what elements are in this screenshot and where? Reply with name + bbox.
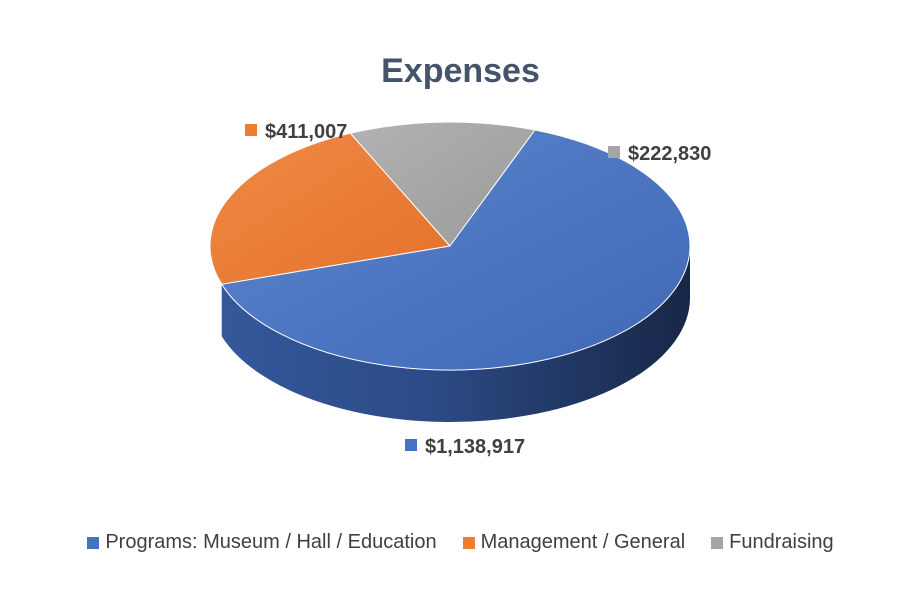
legend-swatch (462, 536, 475, 549)
pie-slice-programs (220, 129, 691, 371)
legend-item-management: Management / General (462, 531, 686, 554)
data-label-management: $411,007 (245, 121, 347, 143)
legend-swatch (87, 536, 100, 549)
data-label-swatch (245, 124, 257, 136)
legend-item-programs: Programs: Museum / Hall / Education (87, 531, 437, 554)
data-label-text: $222,830 (628, 143, 711, 165)
data-label-fundraising: $222,830 (608, 143, 711, 165)
data-label-programs: $1,138,917 (405, 436, 525, 458)
data-label-text: $411,007 (265, 121, 347, 143)
chart-title: Expenses (381, 52, 540, 90)
data-label-swatch (608, 146, 620, 158)
pie-side-programs (221, 246, 690, 423)
pie-slice-fundraising (349, 121, 536, 247)
data-label-swatch (405, 439, 417, 451)
legend: Programs: Museum / Hall / Education Manag… (0, 531, 921, 554)
legend-label: Programs: Museum / Hall / Education (105, 531, 437, 553)
legend-swatch (711, 536, 724, 549)
legend-label: Management / General (480, 531, 686, 553)
legend-item-fundraising: Fundraising (711, 531, 834, 554)
data-label-text: $1,138,917 (425, 436, 525, 458)
legend-label: Fundraising (729, 531, 834, 553)
pie-slice-management (209, 132, 451, 285)
